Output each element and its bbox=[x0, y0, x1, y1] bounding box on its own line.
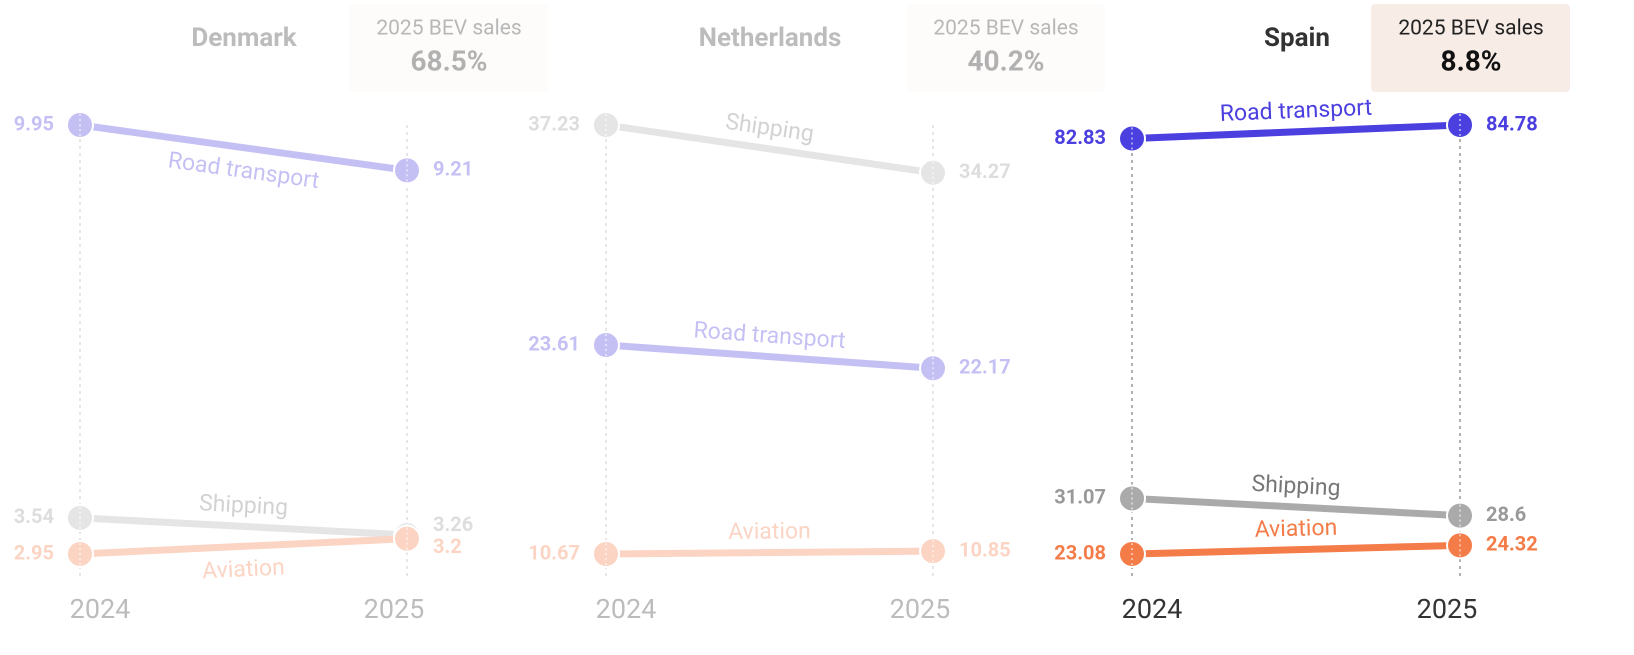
card bbox=[349, 4, 548, 92]
card-value: 40.2% bbox=[967, 44, 1044, 77]
x-tick-label: 2025 bbox=[890, 593, 951, 625]
slope-line bbox=[76, 121, 411, 174]
value-label: 31.07 bbox=[1054, 485, 1106, 509]
card-value: 8.8% bbox=[1441, 44, 1502, 77]
panel-title: Netherlands bbox=[699, 23, 842, 53]
series-label: Aviation bbox=[1254, 514, 1337, 543]
series-label: Aviation bbox=[202, 554, 286, 585]
card-value: 68.5% bbox=[410, 44, 487, 77]
slope-line bbox=[1128, 494, 1464, 520]
slope-line bbox=[1128, 541, 1464, 558]
series-label: Road transport bbox=[1219, 94, 1372, 127]
value-label: 23.61 bbox=[528, 331, 580, 355]
value-label: 22.17 bbox=[959, 355, 1011, 379]
dot bbox=[592, 330, 620, 359]
dot bbox=[66, 503, 94, 532]
panel: Spain 2025 BEV sales 8.8% 2024 2025 Road tran… bbox=[1054, 4, 1570, 625]
card-label: 2025 BEV sales bbox=[933, 17, 1078, 41]
value-label: 2.95 bbox=[14, 540, 54, 564]
series-label: Shipping bbox=[1251, 470, 1341, 502]
card-label: 2025 BEV sales bbox=[1398, 17, 1543, 41]
series-label: Aviation bbox=[728, 517, 811, 545]
slope-line bbox=[76, 535, 411, 558]
dot bbox=[66, 111, 94, 139]
value-label: 24.32 bbox=[1486, 532, 1538, 556]
value-label: 82.83 bbox=[1054, 125, 1106, 149]
series-label: Shipping bbox=[198, 489, 288, 521]
panel-title: Spain bbox=[1264, 23, 1330, 53]
slope-line bbox=[602, 341, 937, 372]
slope-line bbox=[602, 547, 937, 558]
value-label: 34.27 bbox=[959, 159, 1011, 183]
value-label: 10.85 bbox=[959, 537, 1011, 561]
dot bbox=[592, 540, 620, 568]
x-tick-label: 2024 bbox=[1122, 593, 1183, 625]
dot bbox=[919, 537, 947, 566]
card-label: 2025 BEV sales bbox=[376, 17, 521, 41]
panel-title: Denmark bbox=[191, 23, 297, 53]
card bbox=[1371, 4, 1570, 92]
value-label: 23.08 bbox=[1054, 540, 1106, 564]
slope-line bbox=[602, 121, 937, 177]
series-label: Road transport bbox=[693, 316, 847, 354]
dot bbox=[393, 524, 421, 553]
dot bbox=[66, 540, 94, 568]
x-tick-label: 2024 bbox=[70, 593, 131, 625]
value-label: 3.2 bbox=[433, 534, 462, 558]
slope-line bbox=[1128, 121, 1464, 143]
dot bbox=[393, 156, 421, 185]
value-label: 28.6 bbox=[1486, 502, 1526, 526]
x-tick-label: 2025 bbox=[364, 593, 425, 625]
dot bbox=[592, 111, 620, 139]
dot bbox=[919, 158, 947, 187]
card bbox=[906, 4, 1105, 92]
value-label: 3.26 bbox=[433, 512, 473, 536]
value-label: 3.54 bbox=[14, 504, 54, 528]
value-label: 9.95 bbox=[14, 111, 54, 135]
value-label: 37.23 bbox=[528, 111, 580, 135]
x-tick-label: 2024 bbox=[596, 593, 657, 625]
dot bbox=[919, 354, 947, 383]
value-label: 9.21 bbox=[433, 157, 473, 181]
slope-line bbox=[76, 514, 411, 539]
value-label: 10.67 bbox=[528, 540, 580, 564]
value-label: 84.78 bbox=[1486, 111, 1538, 135]
x-tick-label: 2025 bbox=[1417, 593, 1478, 625]
dot bbox=[393, 521, 421, 550]
